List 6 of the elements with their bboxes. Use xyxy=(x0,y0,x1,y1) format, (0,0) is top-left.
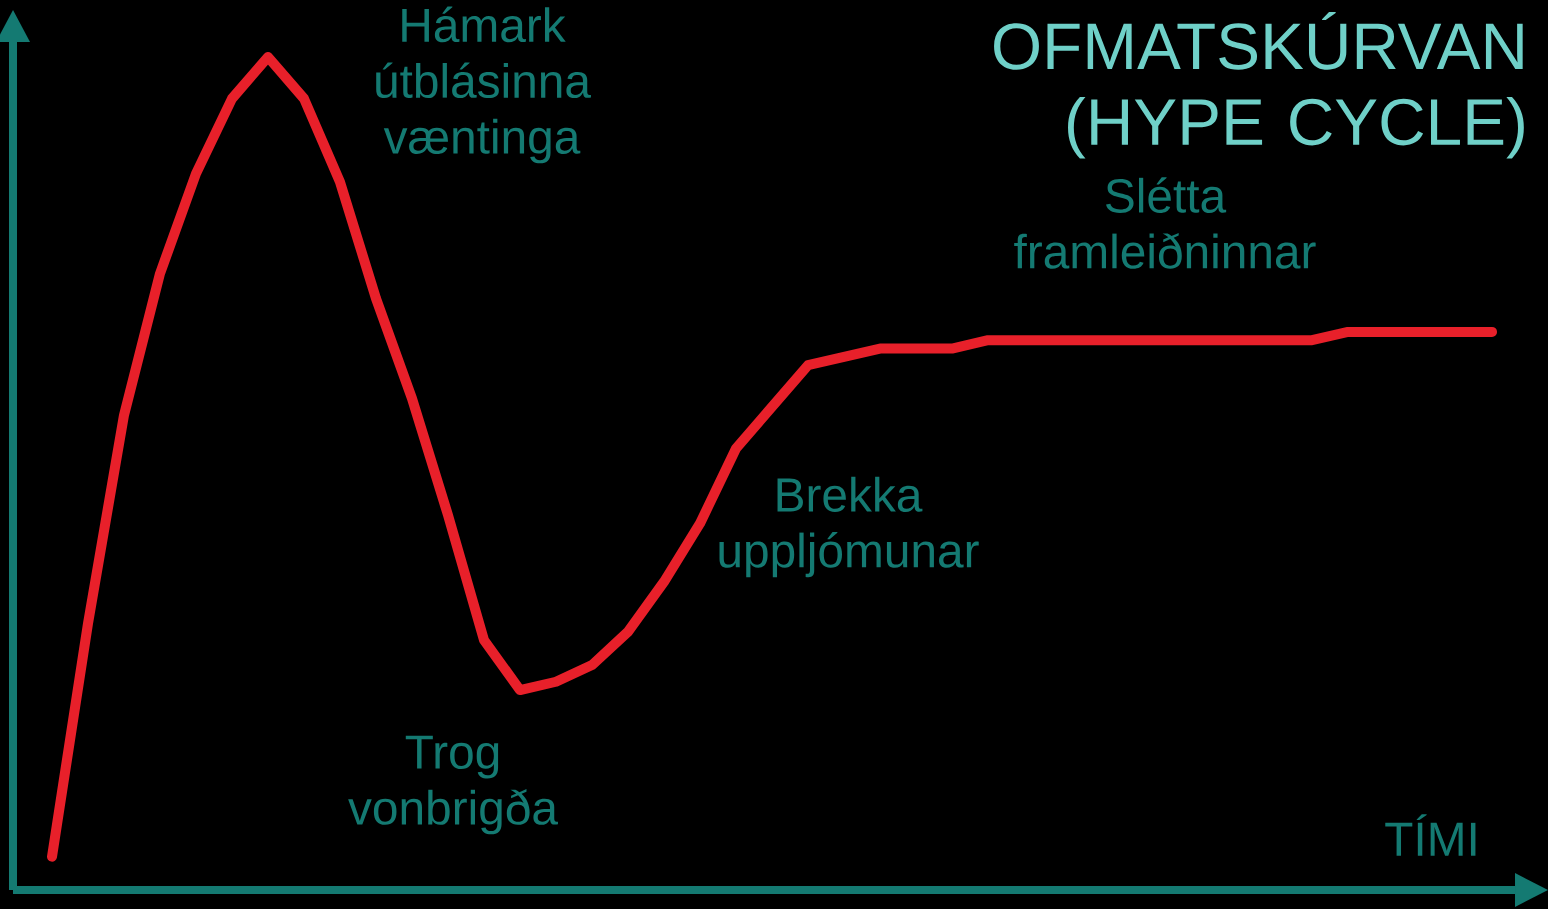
x-axis-title: TÍMI xyxy=(1385,814,1476,856)
chart-title: OFMATSKÚRVAN (HYPE CYCLE) xyxy=(994,12,1524,159)
annotation: Trog vonbrigða xyxy=(348,735,558,835)
annotation: Hámark útblásinna væntinga xyxy=(376,6,591,164)
annotation: Brekka uppljómunar xyxy=(719,476,979,578)
annotation: Slétta framleiðninnar xyxy=(1014,177,1316,269)
